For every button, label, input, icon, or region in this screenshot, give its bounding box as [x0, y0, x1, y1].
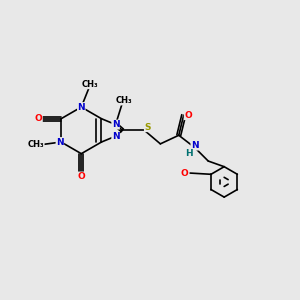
Text: CH₃: CH₃ — [28, 140, 44, 149]
Text: N: N — [56, 137, 64, 146]
Text: N: N — [77, 103, 85, 112]
Text: O: O — [184, 111, 192, 120]
Text: N: N — [112, 132, 119, 141]
Text: N: N — [191, 141, 199, 150]
Text: O: O — [34, 114, 42, 123]
Text: CH₃: CH₃ — [82, 80, 98, 89]
Text: O: O — [77, 172, 85, 181]
Text: N: N — [112, 120, 119, 129]
Text: S: S — [144, 123, 151, 132]
Text: CH₃: CH₃ — [116, 96, 133, 105]
Text: H: H — [185, 149, 193, 158]
Text: O: O — [181, 169, 189, 178]
